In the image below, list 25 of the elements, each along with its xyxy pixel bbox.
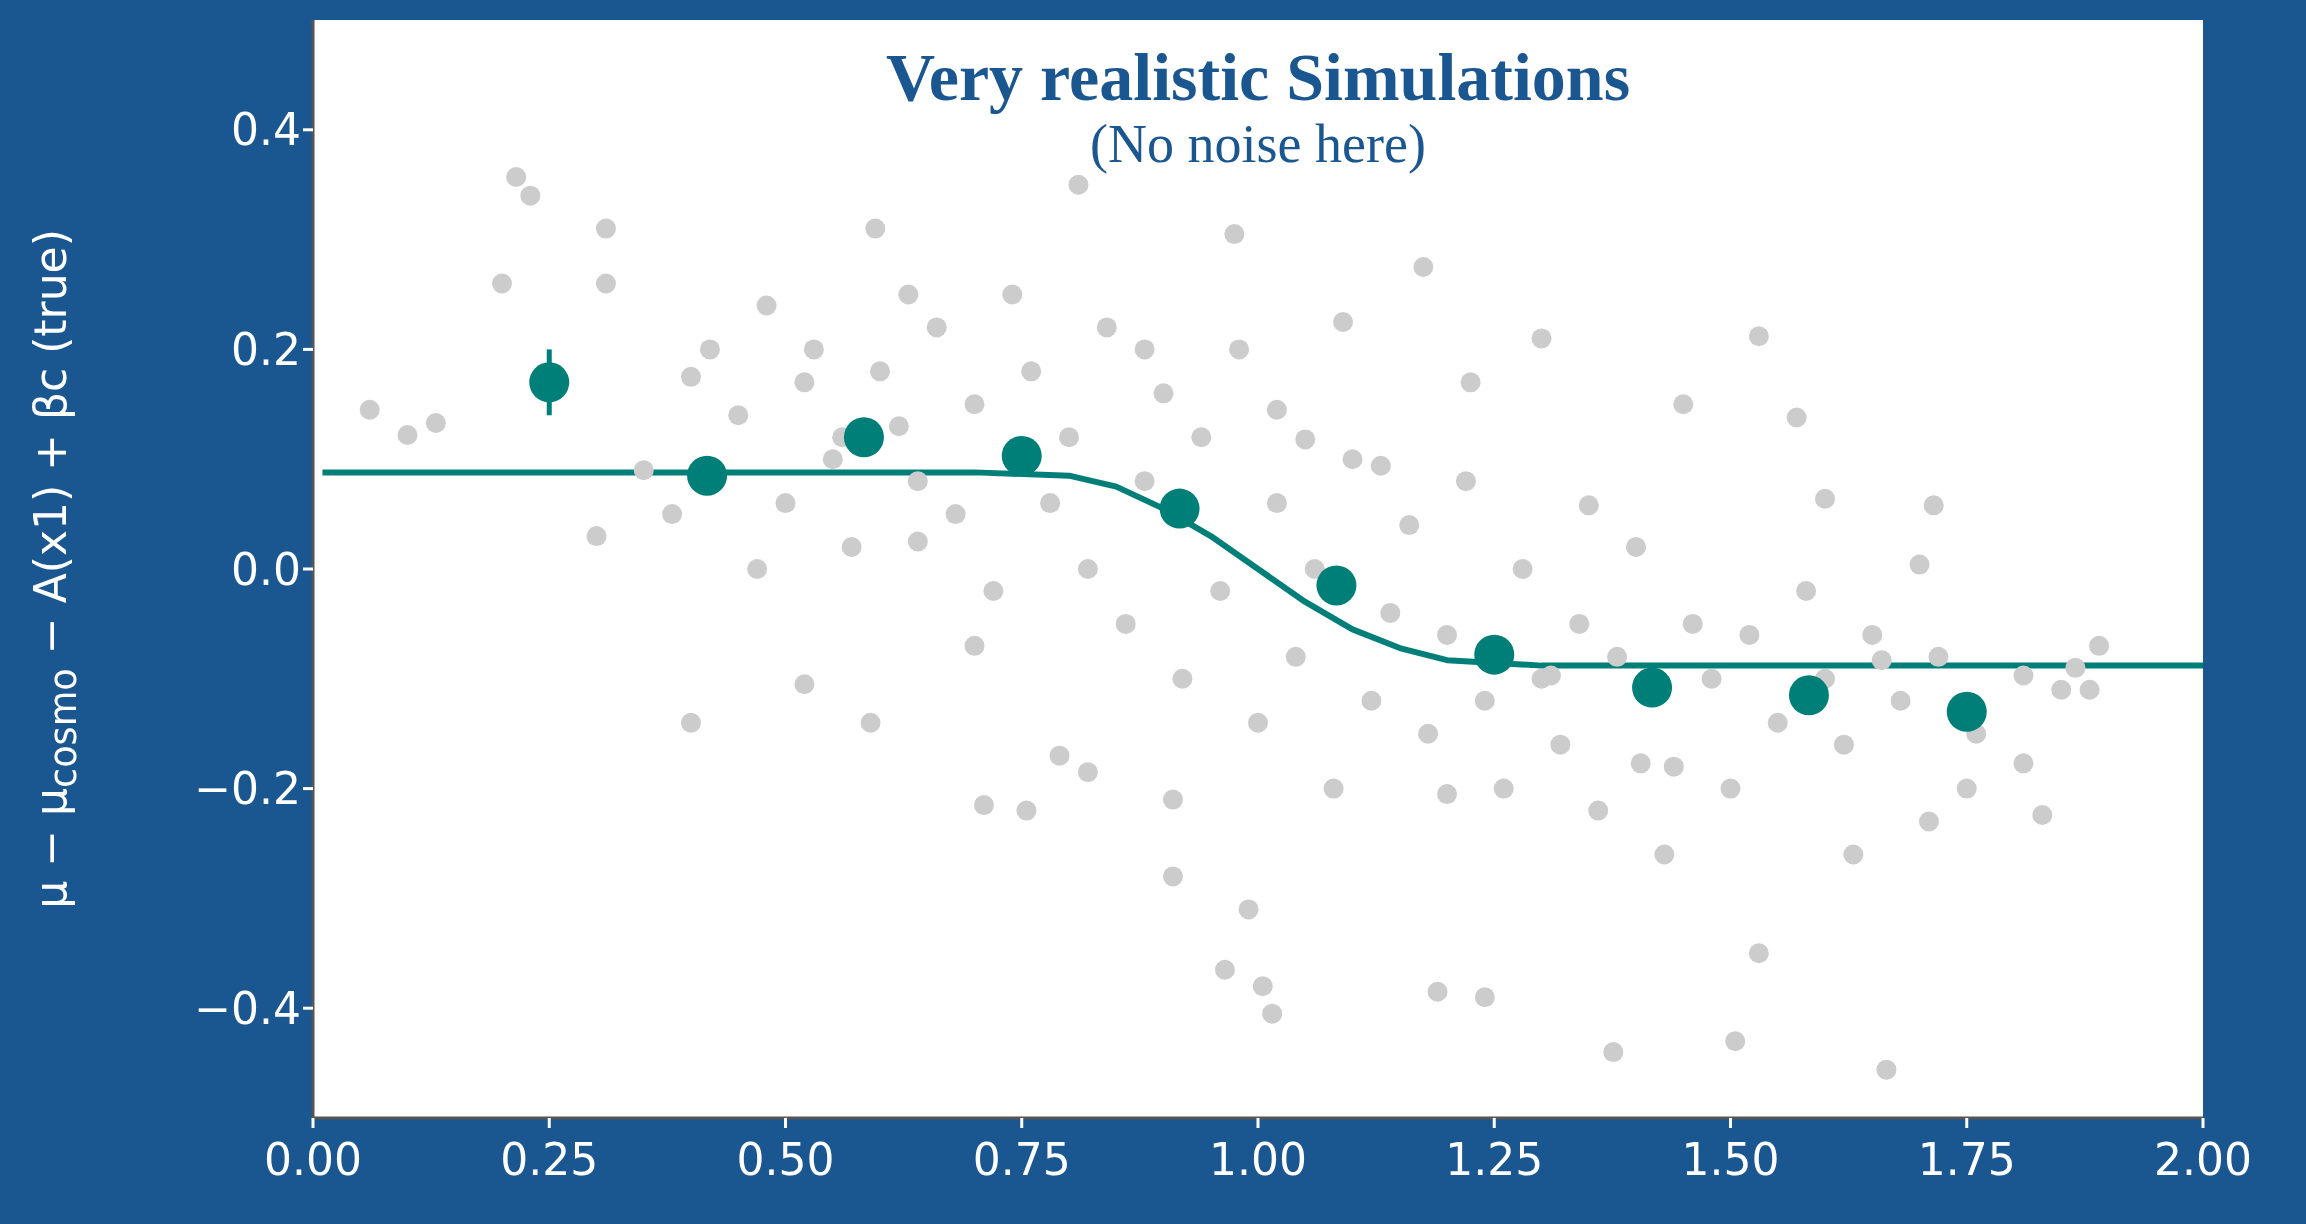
- point: [1159, 488, 1200, 529]
- point: [687, 455, 728, 496]
- y-tick-label: 0.2: [231, 324, 301, 376]
- point: [529, 362, 570, 403]
- x-tick-label: 0.00: [264, 1134, 362, 1186]
- x-tick-label: 0.25: [500, 1134, 599, 1186]
- x-tick-label: 1.50: [1681, 1134, 1780, 1186]
- point: [1632, 667, 1673, 708]
- x-tick-label: 0.75: [972, 1134, 1071, 1186]
- x-tick-label: 1.25: [1445, 1134, 1544, 1186]
- point: [1474, 634, 1515, 675]
- point: [843, 417, 884, 458]
- point: [1316, 565, 1357, 606]
- text: (No noise here): [1089, 113, 1427, 175]
- y-tick-label: −0.4: [194, 982, 301, 1034]
- point: [1946, 691, 1987, 732]
- x-tick-label: 0.50: [736, 1134, 835, 1186]
- x-tick-label: 1.00: [1209, 1134, 1307, 1186]
- y-tick-label: 0.4: [231, 104, 301, 156]
- point: [1788, 675, 1829, 716]
- x-tick-label: 2.00: [2154, 1134, 2252, 1186]
- y-tick-label: −0.2: [194, 763, 301, 815]
- x-tick-label: 1.75: [1917, 1134, 2016, 1186]
- y-tick-label: 0.0: [231, 543, 301, 595]
- chart-title: Very realistic Simulations: [884, 39, 1632, 115]
